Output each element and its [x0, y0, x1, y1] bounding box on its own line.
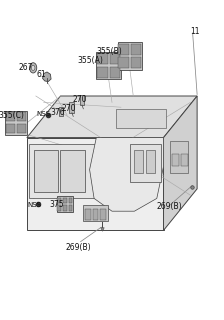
FancyBboxPatch shape [63, 205, 67, 211]
FancyBboxPatch shape [34, 150, 58, 192]
Text: 11: 11 [190, 28, 200, 36]
Text: NSS: NSS [28, 202, 42, 208]
FancyBboxPatch shape [96, 52, 121, 79]
FancyBboxPatch shape [59, 107, 63, 116]
FancyBboxPatch shape [6, 112, 15, 121]
FancyBboxPatch shape [57, 198, 61, 203]
Polygon shape [164, 96, 197, 230]
Text: 267: 267 [19, 63, 33, 72]
FancyBboxPatch shape [69, 102, 74, 113]
Text: 375: 375 [50, 200, 65, 209]
FancyBboxPatch shape [17, 112, 26, 121]
FancyBboxPatch shape [56, 196, 73, 212]
FancyBboxPatch shape [131, 44, 141, 55]
Text: 269(B): 269(B) [156, 202, 182, 211]
FancyBboxPatch shape [118, 43, 142, 70]
FancyBboxPatch shape [181, 154, 188, 166]
FancyBboxPatch shape [118, 57, 129, 68]
FancyBboxPatch shape [6, 124, 15, 133]
FancyBboxPatch shape [97, 67, 108, 78]
Circle shape [31, 65, 35, 70]
FancyBboxPatch shape [170, 141, 188, 173]
FancyBboxPatch shape [60, 150, 85, 192]
FancyBboxPatch shape [100, 209, 106, 220]
FancyBboxPatch shape [17, 124, 26, 133]
FancyBboxPatch shape [110, 53, 120, 64]
Polygon shape [43, 72, 51, 82]
FancyBboxPatch shape [29, 144, 96, 198]
Polygon shape [27, 96, 197, 138]
FancyBboxPatch shape [69, 205, 73, 211]
FancyBboxPatch shape [63, 198, 67, 203]
Text: 376: 376 [50, 108, 65, 117]
FancyBboxPatch shape [118, 44, 129, 55]
Text: 270: 270 [72, 95, 87, 104]
Text: 269(B): 269(B) [66, 243, 91, 252]
Text: 355(A): 355(A) [78, 56, 104, 65]
Polygon shape [27, 138, 164, 230]
FancyBboxPatch shape [69, 198, 73, 203]
Text: 355(B): 355(B) [97, 47, 123, 56]
FancyBboxPatch shape [146, 150, 155, 173]
FancyBboxPatch shape [134, 150, 143, 173]
FancyBboxPatch shape [83, 205, 108, 221]
FancyBboxPatch shape [57, 205, 61, 211]
FancyBboxPatch shape [5, 110, 27, 134]
FancyBboxPatch shape [116, 109, 166, 128]
FancyBboxPatch shape [85, 209, 91, 220]
Text: 355(C): 355(C) [0, 111, 25, 120]
Text: 270: 270 [61, 104, 75, 113]
FancyBboxPatch shape [110, 67, 120, 78]
Circle shape [30, 63, 37, 73]
FancyBboxPatch shape [131, 57, 141, 68]
FancyBboxPatch shape [93, 209, 98, 220]
Text: 61: 61 [37, 70, 46, 79]
FancyBboxPatch shape [80, 95, 84, 105]
Text: NSS: NSS [37, 111, 51, 116]
FancyBboxPatch shape [130, 144, 161, 182]
Polygon shape [90, 138, 164, 211]
FancyBboxPatch shape [172, 154, 179, 166]
FancyBboxPatch shape [97, 53, 108, 64]
